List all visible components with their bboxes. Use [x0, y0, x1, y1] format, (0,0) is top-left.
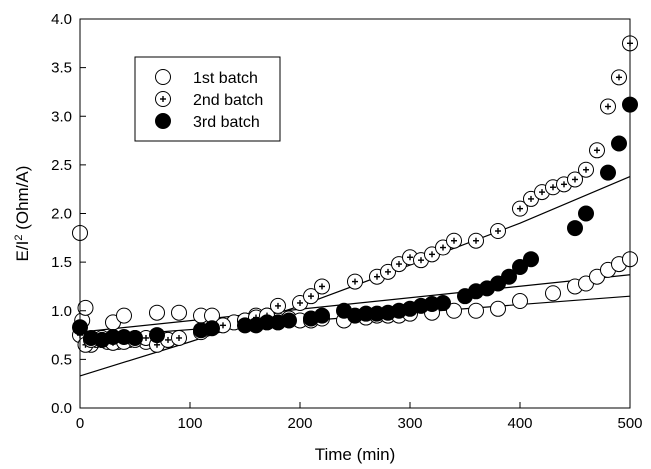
legend-label: 3rd batch — [193, 114, 260, 131]
data-point — [578, 161, 594, 178]
data-point — [446, 302, 462, 319]
data-point — [611, 135, 627, 152]
data-point — [545, 285, 561, 302]
data-point — [578, 205, 594, 222]
data-point — [303, 288, 319, 305]
data-point — [490, 300, 506, 317]
data-point — [490, 223, 506, 240]
legend-label: 2nd batch — [193, 92, 263, 109]
y-axis-title: E/I2 (Ohm/A) — [13, 166, 32, 262]
legend-label: 1st batch — [193, 70, 258, 87]
data-point — [567, 171, 583, 188]
data-point — [512, 200, 528, 217]
data-point — [171, 329, 187, 346]
data-point — [600, 98, 616, 115]
data-point — [589, 142, 605, 159]
x-tick-label: 200 — [287, 415, 312, 432]
legend-marker — [155, 113, 171, 129]
data-point — [501, 268, 517, 285]
data-point — [149, 304, 165, 321]
x-tick-label: 300 — [397, 415, 422, 432]
y-tick-label: 0.5 — [51, 351, 72, 368]
data-point — [77, 299, 94, 316]
legend-marker — [155, 91, 171, 107]
legend-marker — [155, 69, 171, 85]
y-tick-label: 2.0 — [51, 206, 72, 223]
data-point — [149, 327, 165, 344]
y-tick-label: 4.0 — [51, 11, 72, 28]
data-point — [468, 302, 484, 319]
y-tick-label: 1.5 — [51, 254, 72, 271]
y-axis-title-superscript: 2 — [13, 235, 25, 241]
data-point — [523, 251, 539, 268]
data-point — [567, 220, 583, 237]
data-point — [281, 312, 297, 329]
y-tick-label: 2.5 — [51, 157, 72, 174]
data-point — [347, 273, 363, 290]
data-point — [204, 320, 220, 337]
x-tick-label: 100 — [177, 415, 202, 432]
y-tick-label: 3.5 — [51, 60, 72, 77]
x-axis-title: Time (min) — [315, 445, 396, 464]
y-axis-title-main: E/I — [13, 241, 32, 262]
data-point — [314, 307, 330, 324]
series-3 — [72, 96, 638, 348]
data-point — [270, 297, 286, 314]
data-point — [171, 304, 187, 321]
y-tick-label: 1.0 — [51, 303, 72, 320]
data-point — [116, 307, 132, 324]
legend: 1st batch 2nd batch 3rd batch — [134, 56, 281, 142]
data-point — [435, 294, 451, 311]
x-tick-label: 500 — [617, 415, 642, 432]
x-tick-label: 0 — [76, 415, 84, 432]
axis-ticks: 0 100 200 300 400 500 0.0 0.5 1.0 1.5 2.0 2.5 3.0 3.5… — [51, 11, 642, 432]
data-point — [512, 258, 528, 275]
data-point — [446, 232, 462, 249]
fit-line — [79, 274, 631, 333]
data-point — [380, 263, 396, 280]
data-point — [127, 329, 143, 346]
y-axis-title-units: (Ohm/A) — [13, 166, 32, 235]
y-tick-label: 0.0 — [51, 400, 72, 417]
x-tick-label: 400 — [507, 415, 532, 432]
data-point — [314, 278, 330, 295]
data-point — [600, 164, 616, 181]
data-point — [512, 293, 528, 310]
y-tick-label: 3.0 — [51, 108, 72, 125]
data-point — [468, 232, 484, 249]
data-point — [611, 69, 627, 86]
